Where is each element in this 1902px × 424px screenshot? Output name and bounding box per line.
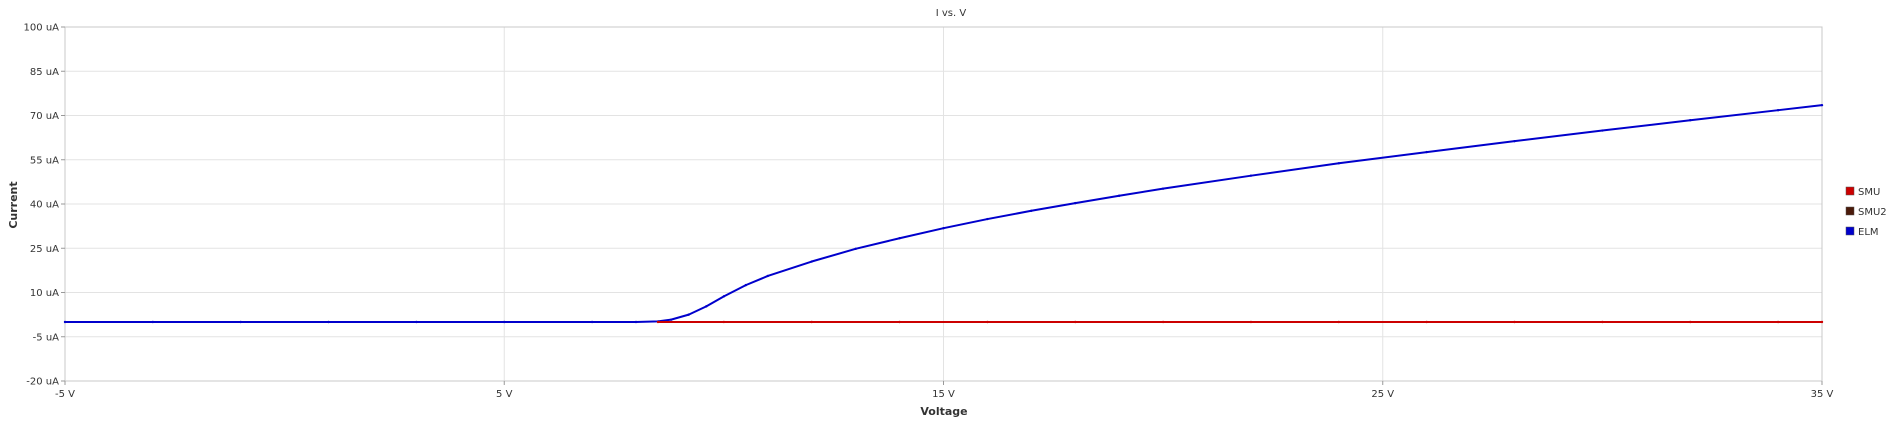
- data-point-smu: [1601, 320, 1604, 324]
- data-point-elm: [503, 320, 506, 324]
- data-point-smu: [1425, 320, 1428, 324]
- data-point-elm: [151, 320, 155, 324]
- data-point-smu: [986, 320, 989, 324]
- x-tick-label: 25 V: [1371, 389, 1394, 400]
- data-point-smu: [656, 320, 660, 324]
- series-line-elm: [65, 104, 1823, 323]
- data-point-elm: [854, 247, 857, 251]
- legend-label-smu2: SMU2: [1858, 207, 1887, 218]
- data-point-elm: [239, 320, 242, 324]
- y-axis: -20 uA -5 uA 10 uA 25 uA 40 uA 55 uA 70 uA 85 u…: [24, 23, 65, 388]
- data-point-elm: [1074, 201, 1077, 205]
- data-point-elm: [810, 260, 813, 263]
- data-point-elm: [1776, 108, 1780, 112]
- data-point-smu: [1249, 320, 1253, 324]
- data-point-elm: [766, 274, 769, 278]
- x-tick-label: 15 V: [932, 389, 955, 400]
- data-point-elm: [722, 295, 726, 298]
- series-points-smu: [656, 320, 1824, 324]
- data-point-elm: [744, 283, 748, 287]
- data-point-elm: [1601, 129, 1604, 132]
- y-tick-label: 100 uA: [24, 23, 60, 34]
- legend-swatch-smu2: [1845, 206, 1855, 216]
- y-tick-label: -20 uA: [26, 377, 59, 388]
- data-point-elm: [1689, 119, 1692, 122]
- data-point-elm: [986, 217, 989, 221]
- y-tick-label: 40 uA: [30, 200, 59, 211]
- legend-label-elm: ELM: [1858, 227, 1879, 238]
- data-point-elm: [634, 320, 638, 324]
- data-point-smu: [1820, 320, 1824, 324]
- series-layer: [63, 103, 1824, 324]
- y-tick-label: 55 uA: [30, 155, 59, 166]
- x-axis: -5 V 5 V 15 V 25 V 35 V: [55, 381, 1834, 400]
- chart-title: I vs. V: [936, 8, 967, 19]
- data-point-smu: [1074, 320, 1077, 324]
- y-tick-label: -5 uA: [33, 332, 59, 343]
- data-point-elm: [687, 313, 690, 316]
- legend-label-smu: SMU: [1858, 187, 1880, 198]
- data-point-elm: [1161, 187, 1165, 190]
- x-tick-label: 5 V: [496, 389, 513, 400]
- data-point-elm: [590, 320, 594, 324]
- data-point-elm: [1337, 162, 1341, 165]
- data-point-smu: [1337, 320, 1341, 324]
- data-point-elm: [898, 237, 901, 240]
- data-point-smu: [898, 320, 901, 324]
- data-point-elm: [669, 318, 673, 321]
- data-point-smu: [722, 320, 726, 324]
- data-point-smu: [1513, 320, 1516, 324]
- data-point-elm: [1513, 139, 1516, 143]
- data-point-elm: [705, 305, 708, 308]
- data-point-elm: [1118, 194, 1121, 197]
- data-point-elm: [942, 226, 945, 230]
- data-point-elm: [1249, 174, 1253, 177]
- data-point-elm: [63, 320, 67, 324]
- y-tick-label: 70 uA: [30, 111, 59, 122]
- legend-swatch-smu: [1845, 186, 1855, 196]
- data-point-smu: [1776, 320, 1780, 324]
- data-point-elm: [1030, 209, 1033, 212]
- data-point-smu: [1161, 320, 1165, 324]
- legend-swatch-elm: [1845, 226, 1855, 236]
- grid: [64, 26, 1823, 382]
- data-point-elm: [1425, 150, 1428, 154]
- x-tick-label: 35 V: [1811, 389, 1834, 400]
- data-point-elm: [1820, 103, 1824, 107]
- y-tick-label: 85 uA: [30, 67, 59, 78]
- data-point-elm: [327, 320, 330, 324]
- data-point-smu: [1689, 320, 1692, 324]
- x-axis-title: Voltage: [920, 405, 967, 418]
- x-tick-label: -5 V: [55, 389, 75, 400]
- data-point-elm: [415, 320, 418, 324]
- y-tick-label: 10 uA: [30, 288, 59, 299]
- legend: SMU SMU2 ELM: [1845, 186, 1887, 238]
- data-point-smu: [810, 320, 813, 324]
- y-tick-label: 25 uA: [30, 244, 59, 255]
- y-axis-title: Current: [7, 181, 20, 228]
